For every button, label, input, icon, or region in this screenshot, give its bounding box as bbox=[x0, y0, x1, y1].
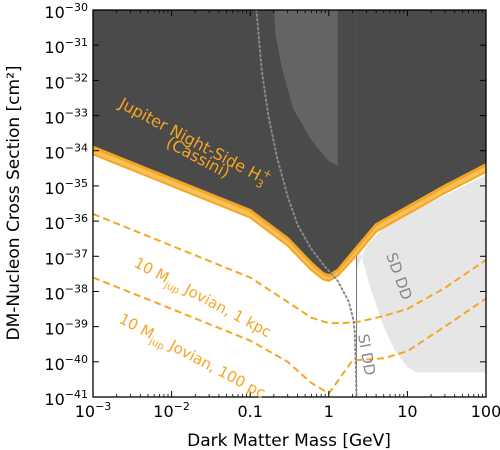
x-tick-label-4: 10 bbox=[397, 402, 417, 421]
x-tick-label-0: 10−3 bbox=[75, 400, 112, 421]
axis-ticks: 10−3 10−2 0.1 1 10 100 10−41 10−40 10−39 10−38 10−… bbox=[44, 1, 500, 421]
x-tick-label-2: 0.1 bbox=[237, 402, 262, 421]
y-tick-label-1: 10−40 bbox=[44, 353, 88, 374]
other-exclusion-region bbox=[273, 10, 358, 169]
jupiter-band-upper-edge bbox=[93, 145, 486, 278]
y-tick-label-10: 10−31 bbox=[44, 36, 88, 57]
y-tick-label-4: 10−37 bbox=[44, 247, 88, 268]
jupiter-exclusion-region-right bbox=[337, 10, 486, 271]
x-tick-label-1: 10−2 bbox=[153, 400, 190, 421]
y-tick-label-7: 10−34 bbox=[44, 142, 88, 163]
x-axis-title: Dark Matter Mass [GeV] bbox=[187, 431, 391, 450]
sd-dd-region bbox=[356, 10, 486, 373]
y-tick-label-6: 10−35 bbox=[44, 177, 88, 198]
y-tick-label-2: 10−39 bbox=[44, 318, 88, 339]
x-tick-label-5: 100 bbox=[471, 402, 500, 421]
y-tick-label-0: 10−41 bbox=[44, 388, 88, 409]
y-tick-label-5: 10−36 bbox=[44, 212, 88, 233]
series-line-3 bbox=[255, 10, 358, 397]
y-tick-label-8: 10−33 bbox=[44, 107, 88, 128]
y-tick-label-11: 10−30 bbox=[44, 1, 88, 22]
series-line-1 bbox=[93, 212, 486, 325]
y-axis-title: DM-Nucleon Cross Section [cm²] bbox=[4, 65, 24, 340]
x-tick-label-3: 1 bbox=[324, 402, 334, 421]
jupiter-band-lower-edge bbox=[93, 153, 486, 282]
y-tick-label-3: 10−38 bbox=[44, 282, 88, 303]
exclusion-regions bbox=[93, 10, 486, 397]
plot-frame bbox=[92, 9, 487, 398]
y-tick-label-9: 10−32 bbox=[44, 71, 88, 92]
